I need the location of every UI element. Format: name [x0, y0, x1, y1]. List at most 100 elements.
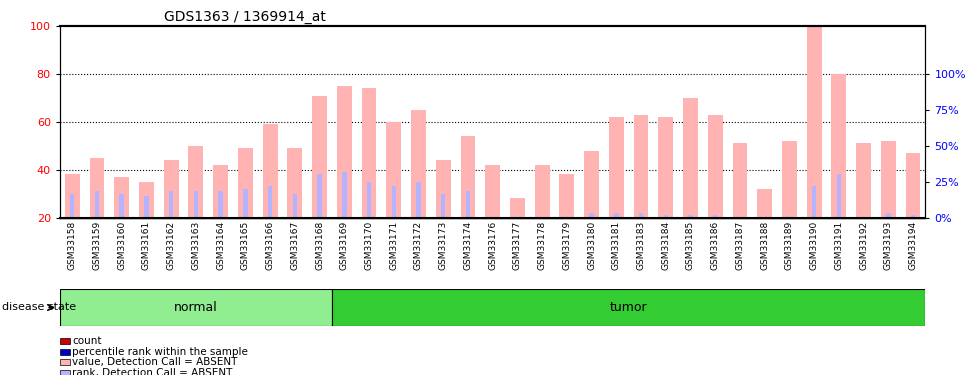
Bar	[412, 110, 426, 218]
Bar	[188, 146, 203, 218]
Bar	[263, 124, 277, 218]
Bar	[540, 217, 545, 222]
Text: GSM33180: GSM33180	[587, 221, 596, 270]
Bar	[238, 148, 253, 217]
Text: GSM33161: GSM33161	[142, 221, 151, 270]
Text: GSM33170: GSM33170	[364, 221, 374, 270]
Bar	[337, 86, 352, 218]
Text: GSM33167: GSM33167	[291, 221, 299, 270]
Text: GSM33185: GSM33185	[686, 221, 695, 270]
Bar	[584, 150, 599, 217]
Bar	[114, 177, 129, 218]
Bar	[391, 186, 396, 218]
Bar	[688, 215, 693, 217]
Text: GSM33165: GSM33165	[241, 221, 250, 270]
Bar	[589, 213, 594, 217]
Bar	[811, 186, 816, 218]
Bar	[639, 213, 643, 217]
Text: GSM33177: GSM33177	[513, 221, 522, 270]
Bar	[886, 213, 891, 217]
Bar	[440, 194, 445, 217]
Bar	[510, 198, 525, 217]
Text: GSM33166: GSM33166	[266, 221, 274, 270]
Text: GSM33187: GSM33187	[735, 221, 745, 270]
Text: GSM33173: GSM33173	[439, 221, 447, 270]
Text: percentile rank within the sample: percentile rank within the sample	[72, 347, 248, 357]
Text: GSM33176: GSM33176	[488, 221, 497, 270]
Bar	[708, 115, 723, 218]
Text: GSM33184: GSM33184	[662, 221, 670, 270]
Text: GSM33162: GSM33162	[167, 221, 176, 270]
Text: GSM33158: GSM33158	[68, 221, 76, 270]
Bar	[70, 194, 74, 217]
Bar	[911, 215, 916, 217]
Bar	[139, 182, 154, 218]
Bar	[312, 96, 327, 218]
Bar	[416, 182, 421, 218]
Bar	[461, 136, 475, 218]
Bar	[243, 189, 247, 217]
Bar	[120, 194, 124, 217]
Bar	[386, 122, 401, 218]
Text: GSM33160: GSM33160	[117, 221, 127, 270]
Text: GSM33191: GSM33191	[835, 221, 843, 270]
Text: disease state: disease state	[2, 303, 76, 312]
Bar	[317, 174, 322, 217]
Bar	[757, 189, 772, 217]
Bar	[485, 165, 500, 218]
Bar	[193, 191, 198, 217]
Text: GSM33188: GSM33188	[760, 221, 769, 270]
Bar	[144, 196, 149, 217]
Bar	[213, 165, 228, 218]
Bar	[466, 191, 470, 217]
Bar	[268, 186, 272, 218]
Text: GSM33186: GSM33186	[711, 221, 720, 270]
Bar	[169, 191, 174, 217]
Bar	[683, 98, 697, 218]
Bar	[832, 74, 846, 217]
Text: GSM33181: GSM33181	[611, 221, 621, 270]
Bar	[60, 289, 332, 326]
Text: GSM33171: GSM33171	[389, 221, 398, 270]
Text: GDS1363 / 1369914_at: GDS1363 / 1369914_at	[164, 10, 326, 24]
Text: GSM33183: GSM33183	[637, 221, 645, 270]
Bar	[609, 117, 624, 218]
Text: GSM33163: GSM33163	[191, 221, 200, 270]
Bar	[881, 141, 895, 218]
Bar	[535, 165, 550, 218]
Text: tumor: tumor	[610, 301, 647, 314]
Bar	[367, 182, 371, 218]
Bar	[218, 191, 223, 217]
Text: GSM33178: GSM33178	[538, 221, 547, 270]
Bar	[332, 289, 925, 326]
Bar	[95, 191, 99, 217]
Bar	[361, 88, 377, 218]
Bar	[288, 148, 302, 217]
Text: GSM33190: GSM33190	[810, 221, 818, 270]
Text: GSM33159: GSM33159	[93, 221, 101, 270]
Text: GSM33169: GSM33169	[340, 221, 349, 270]
Text: normal: normal	[174, 301, 217, 314]
Text: GSM33192: GSM33192	[859, 221, 868, 270]
Text: GSM33164: GSM33164	[216, 221, 225, 270]
Bar	[559, 174, 574, 217]
Text: GSM33194: GSM33194	[909, 221, 918, 270]
Bar	[634, 115, 648, 218]
Bar	[614, 213, 618, 217]
Bar	[856, 143, 871, 218]
Text: value, Detection Call = ABSENT: value, Detection Call = ABSENT	[72, 357, 238, 367]
Bar	[515, 217, 520, 225]
Bar	[90, 158, 104, 218]
Bar	[564, 217, 569, 222]
Bar	[762, 217, 767, 229]
Text: GSM33174: GSM33174	[464, 221, 472, 270]
Text: GSM33193: GSM33193	[884, 221, 893, 270]
Text: GSM33189: GSM33189	[785, 221, 794, 270]
Bar	[164, 160, 179, 218]
Bar	[65, 174, 79, 217]
Bar	[906, 153, 921, 218]
Text: count: count	[72, 336, 102, 346]
Text: GSM33179: GSM33179	[562, 221, 571, 270]
Bar	[659, 117, 673, 218]
Bar	[342, 172, 347, 217]
